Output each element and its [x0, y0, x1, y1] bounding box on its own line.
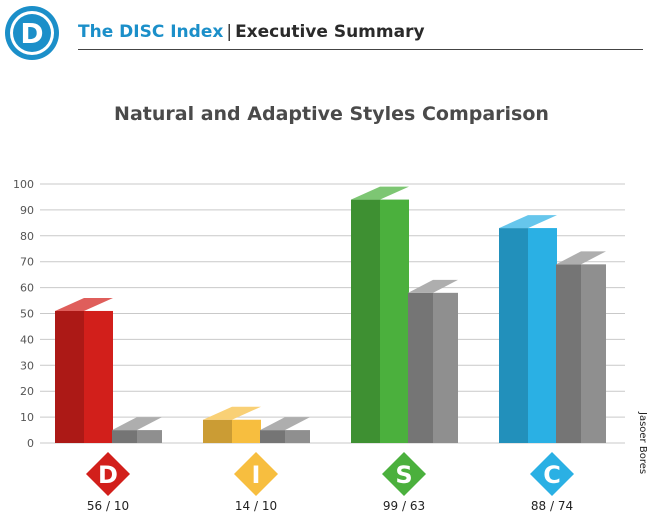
bar-natural-C-top: [499, 215, 557, 229]
bar-natural-D-left: [55, 310, 84, 443]
y-tick-label: 70: [20, 256, 34, 269]
bar-adaptive-D-top: [112, 417, 162, 431]
bar-natural-I-left: [203, 419, 232, 443]
header-divider: [78, 49, 643, 50]
bar-natural-S-top: [351, 186, 409, 200]
bar-adaptive-C: [581, 264, 606, 443]
bar-adaptive-C-top: [556, 251, 606, 265]
disc-logo-icon: D: [5, 6, 59, 60]
category-badge-S: [382, 452, 426, 496]
y-tick-label: 10: [20, 411, 34, 424]
bar-natural-S: [380, 199, 409, 443]
bar-adaptive-I-left: [260, 430, 285, 443]
page-title: The DISC Index | Executive Summary: [78, 22, 425, 42]
section-name: Executive Summary: [235, 22, 425, 42]
category-label-I: I: [252, 461, 261, 489]
bar-adaptive-D: [137, 430, 162, 443]
bar-adaptive-S: [433, 292, 458, 443]
category-label-S: S: [395, 461, 412, 489]
category-badge-I: [234, 452, 278, 496]
respondent-name: Jasoer Bores: [637, 412, 648, 475]
bar-natural-D: [84, 310, 113, 443]
bar-natural-C-left: [499, 228, 528, 443]
bar-adaptive-I-top: [260, 417, 310, 431]
bar-natural-C: [528, 228, 557, 443]
y-tick-label: 40: [20, 333, 34, 346]
y-tick-label: 80: [20, 230, 34, 243]
y-tick-label: 30: [20, 359, 34, 372]
bar-adaptive-I: [285, 430, 310, 443]
chart-title: Natural and Adaptive Styles Comparison: [114, 103, 549, 125]
category-badge-D: [86, 452, 130, 496]
bar-adaptive-S-top: [408, 279, 458, 293]
category-label-D: D: [98, 461, 118, 489]
report-header: D The DISC Index | Executive Summary: [0, 0, 663, 60]
bar-natural-I: [232, 419, 261, 443]
category-badge-C: [530, 452, 574, 496]
value-label-D: 56 / 10: [87, 499, 129, 513]
bar-natural-S-left: [351, 199, 380, 443]
title-separator: |: [226, 22, 233, 42]
y-tick-label: 60: [20, 282, 34, 295]
value-label-S: 99 / 63: [383, 499, 425, 513]
bar-adaptive-D-left: [112, 430, 137, 443]
category-label-C: C: [543, 461, 561, 489]
value-label-C: 88 / 74: [531, 499, 573, 513]
bar-natural-I-top: [203, 406, 261, 420]
bar-adaptive-C-left: [556, 264, 581, 443]
y-tick-label: 90: [20, 204, 34, 217]
y-tick-label: 100: [13, 178, 34, 191]
y-tick-label: 0: [27, 437, 34, 450]
y-tick-label: 50: [20, 308, 34, 321]
bar-adaptive-S-left: [408, 292, 433, 443]
bar-natural-D-top: [55, 297, 113, 311]
value-label-I: 14 / 10: [235, 499, 277, 513]
logo-letter: D: [20, 17, 43, 50]
brand-name: The DISC Index: [78, 22, 224, 42]
y-tick-label: 20: [20, 385, 34, 398]
